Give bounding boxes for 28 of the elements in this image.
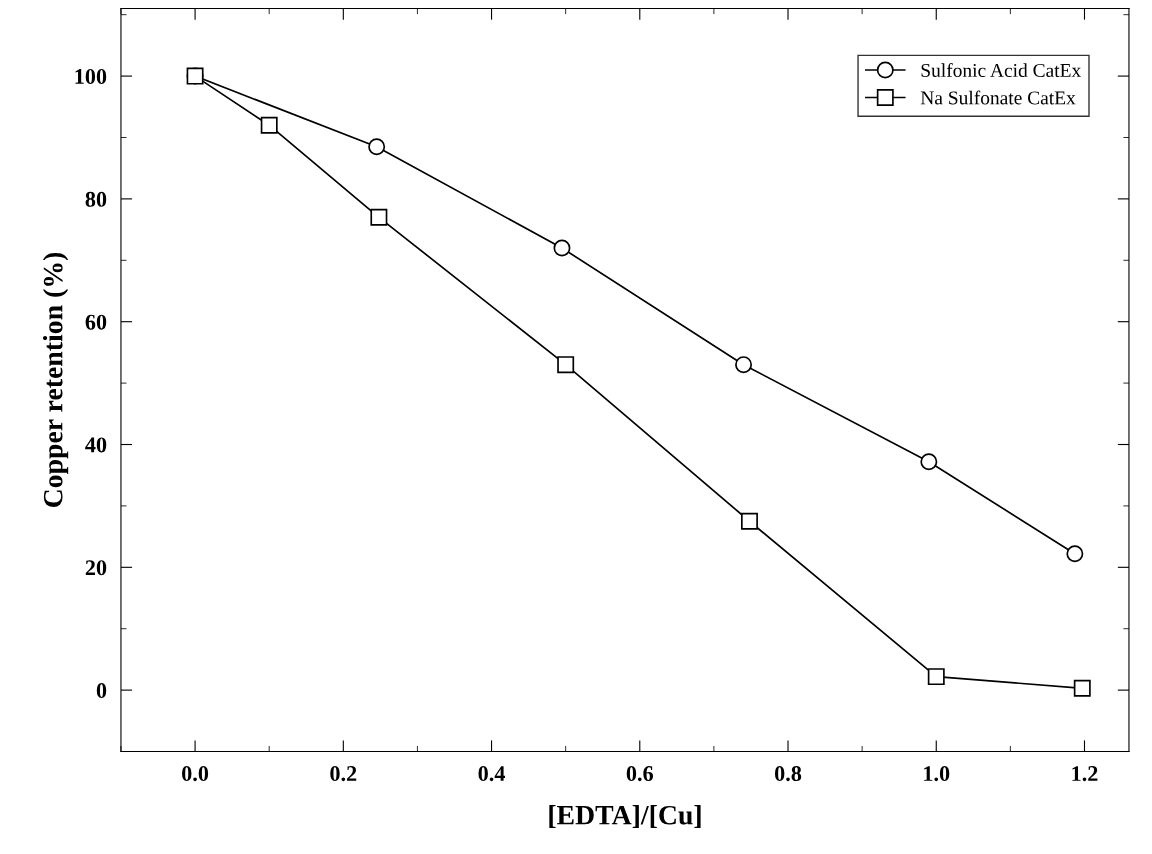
point [368,138,386,156]
x-tick-label: 0.6 [626,766,654,782]
x-axis-title: [EDTA]/[Cu] [549,805,701,828]
x-tick-label: 0.2 [330,766,357,782]
point [1066,545,1084,563]
point [553,239,571,257]
point [741,512,758,530]
x-tick-label: 1.0 [924,766,950,782]
y-axis-title: Copper retention (%) [42,252,69,508]
point [370,208,388,226]
x-tick-label: 0.4 [478,766,506,782]
legend-label: Na Sulfonate CatEx [920,90,1076,105]
y-tick-label: 80 [85,191,107,207]
y-tick-label: 0 [96,683,107,699]
y-tick-label: 60 [85,314,107,330]
point [735,356,753,374]
point [557,356,575,374]
legend-label: Sulfonic Acid CatEx [921,63,1081,77]
y-tick-label: 20 [85,560,107,576]
y-tick-label: 40 [85,437,107,453]
x-tick-label: 0.0 [182,766,209,782]
point [1073,679,1091,697]
point [927,668,945,686]
x-tick-label: 1.2 [1072,766,1098,782]
x-tick-label: 0.8 [774,766,802,782]
point [260,116,278,134]
point [920,453,938,471]
y-tick-label: 100 [75,69,107,85]
